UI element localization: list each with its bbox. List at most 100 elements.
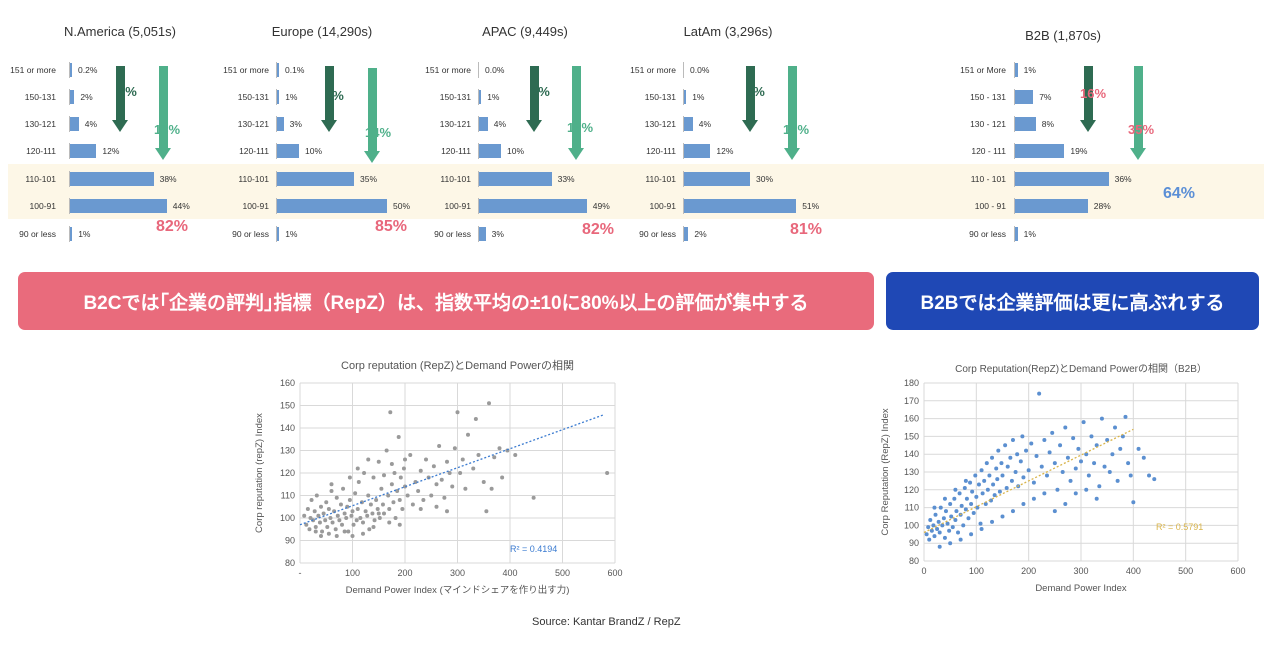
data-point xyxy=(1128,473,1133,478)
down-arrow-dark-shaft xyxy=(324,66,334,120)
data-point xyxy=(1029,441,1034,446)
category-label: 90 or less xyxy=(639,229,676,239)
chart-title: Corp Reputation(RepZ)とDemand Powerの相関（B2… xyxy=(955,362,1207,375)
data-point xyxy=(996,448,1001,453)
data-point xyxy=(447,471,452,475)
data-point xyxy=(424,457,428,462)
data-point xyxy=(442,495,447,500)
down-arrow-light-head xyxy=(567,148,584,160)
axis-line xyxy=(478,171,479,187)
data-point xyxy=(380,502,385,507)
category-label: 90 or less xyxy=(969,229,1006,239)
data-point xyxy=(1063,425,1068,430)
y-tick-label: 160 xyxy=(904,414,919,424)
category-label: 100-91 xyxy=(649,201,676,211)
data-point xyxy=(980,491,985,496)
data-point xyxy=(1034,453,1039,458)
data-point xyxy=(1086,473,1091,478)
data-point xyxy=(994,466,999,471)
data-point xyxy=(992,493,997,498)
data-point xyxy=(1084,452,1089,457)
x-tick-label: 200 xyxy=(1021,566,1036,576)
data-point xyxy=(329,482,334,487)
data-point xyxy=(309,498,314,502)
data-point xyxy=(991,482,996,487)
data-point xyxy=(990,455,995,460)
axis-line xyxy=(276,226,277,242)
data-point xyxy=(935,526,940,531)
bar xyxy=(1015,63,1018,77)
value-label: 4% xyxy=(493,119,507,129)
data-point xyxy=(1052,461,1057,466)
down-arrow-light-shaft xyxy=(1133,66,1143,148)
data-point xyxy=(439,477,444,482)
axis-line xyxy=(276,116,277,132)
light-arrow-label: 16% xyxy=(567,120,594,135)
data-point xyxy=(347,475,352,480)
data-point xyxy=(926,525,931,530)
data-point xyxy=(403,457,407,462)
bar xyxy=(277,227,280,241)
data-point xyxy=(990,519,995,524)
category-label: 130-121 xyxy=(24,119,56,129)
region-title: LatAm (3,296s) xyxy=(683,24,773,39)
data-point xyxy=(405,493,410,498)
data-point xyxy=(370,511,375,516)
value-label: 30% xyxy=(756,174,774,184)
data-point xyxy=(1081,420,1086,425)
light-arrow-label: 18% xyxy=(154,122,181,137)
category-label: 130 - 121 xyxy=(970,119,1006,129)
data-point xyxy=(983,502,988,507)
data-point xyxy=(342,511,347,516)
total-percentage: 82% xyxy=(582,221,615,238)
value-label: 1% xyxy=(285,229,298,239)
data-point xyxy=(1055,487,1060,492)
category-label: 120 - 111 xyxy=(971,146,1006,156)
bar xyxy=(479,90,482,104)
data-point xyxy=(979,526,984,531)
data-point xyxy=(1009,478,1014,483)
data-point xyxy=(307,527,312,532)
bar xyxy=(684,172,750,186)
data-point xyxy=(363,509,368,514)
data-point xyxy=(379,486,384,491)
axis-line xyxy=(69,226,70,242)
data-point xyxy=(1092,461,1097,466)
value-label: 1% xyxy=(1023,65,1036,75)
data-point xyxy=(1039,464,1044,469)
data-point xyxy=(476,453,481,457)
bar xyxy=(1015,90,1034,104)
x-tick-label: 600 xyxy=(607,568,622,578)
category-label: 130-121 xyxy=(644,119,676,129)
axis-line xyxy=(683,89,684,105)
down-arrow-light xyxy=(783,66,801,160)
data-point xyxy=(985,487,990,492)
x-tick-label: 0 xyxy=(921,566,926,576)
category-label: 130-121 xyxy=(237,119,269,129)
bar xyxy=(479,172,552,186)
x-tick-label: 300 xyxy=(1073,566,1088,576)
bar xyxy=(70,172,154,186)
down-arrow-dark xyxy=(320,66,338,132)
data-point xyxy=(323,518,328,523)
data-point xyxy=(387,507,392,511)
x-tick-label: 500 xyxy=(555,568,570,578)
y-tick-label: 80 xyxy=(285,558,295,568)
trendline xyxy=(299,413,605,526)
bar xyxy=(1015,199,1088,213)
y-tick-label: 180 xyxy=(904,378,919,388)
data-point xyxy=(970,489,975,494)
data-point xyxy=(1152,477,1157,482)
data-point xyxy=(389,482,394,487)
data-point xyxy=(416,489,421,493)
data-point xyxy=(1110,452,1115,457)
category-label: 150-131 xyxy=(439,92,471,102)
data-point xyxy=(953,518,958,523)
data-point xyxy=(316,513,321,518)
data-point xyxy=(1031,496,1036,501)
category-label: 100-91 xyxy=(29,201,56,211)
data-point xyxy=(976,482,981,487)
y-tick-label: 140 xyxy=(904,449,919,459)
data-point xyxy=(982,478,987,483)
value-label: 19% xyxy=(1070,146,1088,156)
